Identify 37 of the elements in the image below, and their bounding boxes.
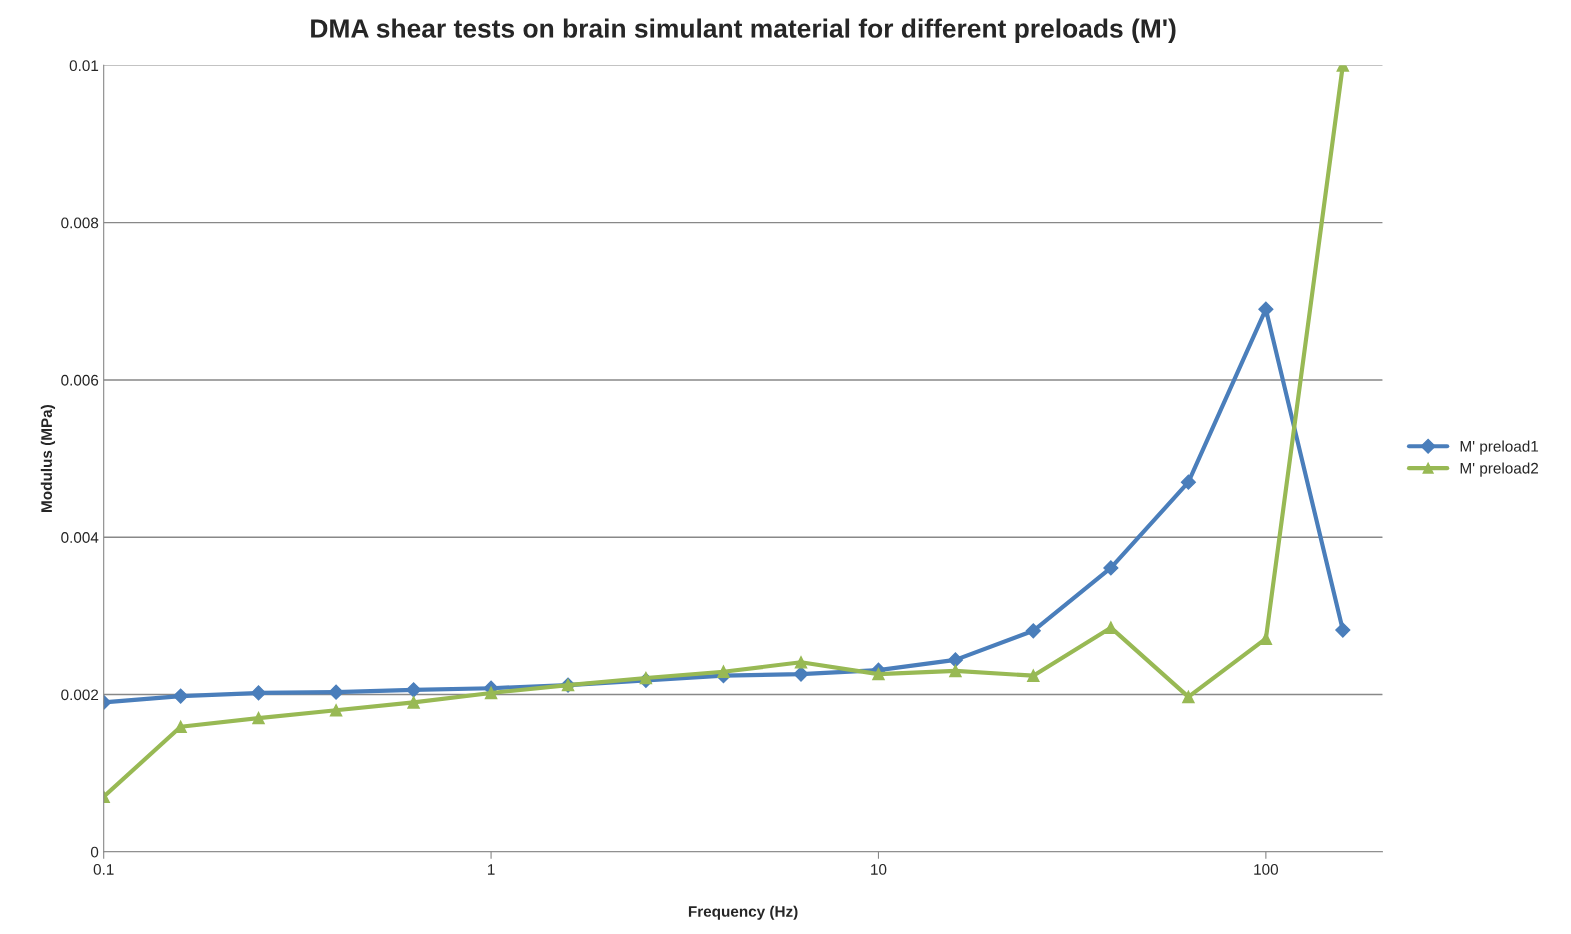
x-axis-title: Frequency (Hz) [688, 905, 798, 920]
point [717, 665, 730, 678]
y-axis-title: Modulus (MPa) [40, 405, 56, 512]
point [1025, 623, 1041, 639]
point [949, 664, 962, 678]
point [1259, 632, 1273, 645]
point [1182, 690, 1195, 704]
y-tick-label: 0.008 [61, 217, 99, 229]
point [947, 652, 963, 668]
x-tick-label: 0.1 [93, 864, 114, 875]
y-tick-label: 0 [90, 846, 99, 858]
point [174, 720, 187, 734]
point [328, 684, 344, 700]
legend-label: M' preload1 [1460, 440, 1539, 455]
point [1335, 622, 1351, 638]
y-tick-label: 0.01 [69, 60, 99, 72]
y-tick-label: 0.002 [61, 689, 99, 701]
point [407, 696, 420, 709]
point [252, 711, 265, 725]
chart-title: DMA shear tests on brain simulant material for different preloads (M') [311, 18, 1176, 44]
point [484, 686, 498, 700]
y-tick-label: 0.004 [61, 532, 99, 543]
point [1180, 474, 1196, 490]
point [794, 656, 808, 669]
point [1258, 301, 1274, 317]
point [329, 704, 343, 717]
point [250, 685, 267, 701]
x-tick-label: 10 [871, 864, 887, 875]
x-tick-label: 1 [488, 864, 495, 875]
legend-label: M' preload2 [1460, 462, 1539, 477]
point [406, 682, 422, 698]
point [1027, 669, 1040, 682]
point [173, 688, 189, 704]
point [872, 667, 885, 681]
point [1103, 560, 1119, 576]
y-tick-label: 0.006 [61, 374, 99, 386]
x-tick-label: 100 [1254, 864, 1279, 875]
